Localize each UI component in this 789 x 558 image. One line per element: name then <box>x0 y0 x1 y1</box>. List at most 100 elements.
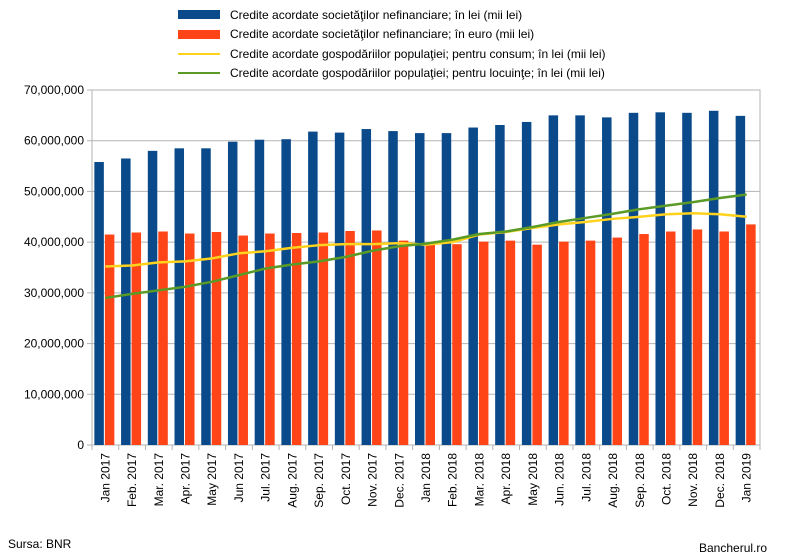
x-tick-label: Jun 2017 <box>232 453 246 503</box>
y-tick-label: 70,000,000 <box>24 83 84 97</box>
bar-lei <box>495 124 505 445</box>
bar-lei <box>468 127 478 446</box>
bar-lei <box>281 139 291 445</box>
legend-label: Credite acordate gospodăriilor populaţie… <box>230 66 605 81</box>
bar-lei <box>147 150 158 445</box>
legend-label: Credite acordate societăţilor nefinancia… <box>230 7 523 22</box>
bar-lei <box>388 131 398 446</box>
x-tick-label: Dec. 2017 <box>392 453 406 508</box>
legend-item-euro-companies: Credite acordate societăţilor nefinancia… <box>178 25 606 45</box>
x-tick-label: Mar. 2017 <box>152 453 166 507</box>
legend-label: Credite acordate gospodăriilor populaţie… <box>230 46 606 61</box>
bar-euro <box>131 232 142 445</box>
x-tick-label: May 2017 <box>205 453 219 506</box>
bar-euro <box>692 229 703 445</box>
line-housing-loans <box>105 193 747 300</box>
bar-euro <box>211 232 222 445</box>
bar-lei <box>602 117 612 445</box>
x-tick-label: Jun. 2018 <box>553 453 567 506</box>
bar-euro <box>345 230 355 445</box>
bar-lei <box>361 129 372 446</box>
y-tick-label: 40,000,000 <box>24 235 84 249</box>
x-tick-label: Sep. 2017 <box>312 453 326 508</box>
y-tick-label: 30,000,000 <box>24 286 84 300</box>
bar-lei <box>708 110 719 446</box>
legend-swatch <box>178 29 220 39</box>
chart-legend: Credite acordate societăţilor nefinancia… <box>178 5 606 83</box>
bar-lei <box>334 132 345 445</box>
bar-euro <box>158 231 168 445</box>
x-tick-label: Nov. 2018 <box>686 453 700 507</box>
brand-label: Bancherul.ro <box>699 541 768 555</box>
x-tick-label: Aug. 2018 <box>606 453 620 508</box>
bar-euro <box>318 232 329 445</box>
legend-swatch <box>178 52 220 55</box>
x-tick-label: Oct. 2017 <box>339 453 353 505</box>
bar-euro <box>452 244 462 445</box>
y-tick-label: 10,000,000 <box>24 387 84 401</box>
bar-lei <box>415 133 425 445</box>
x-tick-label: Oct. 2018 <box>659 453 673 505</box>
bar-lei <box>521 121 532 445</box>
bar-euro <box>639 234 649 445</box>
legend-label: Credite acordate societăţilor nefinancia… <box>230 27 535 42</box>
x-tick-label: Mar. 2018 <box>472 453 486 507</box>
bar-euro <box>398 240 409 445</box>
x-tick-label: Feb. 2017 <box>125 453 139 507</box>
bar-euro <box>719 231 729 445</box>
source-note: Sursa: BNR <box>8 537 72 551</box>
x-tick-label: Apr. 2017 <box>179 453 193 505</box>
y-tick-label: 60,000,000 <box>24 134 84 148</box>
bar-euro <box>478 241 489 445</box>
bar-euro <box>665 231 676 445</box>
bar-euro <box>585 240 596 445</box>
x-tick-label: Jan 2017 <box>98 453 112 503</box>
bar-lei <box>201 148 211 446</box>
x-tick-label: May 2018 <box>526 453 540 506</box>
bar-lei <box>628 112 639 446</box>
bar-euro <box>185 233 195 445</box>
bar-euro <box>532 244 542 445</box>
bar-euro <box>559 241 569 445</box>
bar-euro <box>746 224 756 445</box>
bar-euro <box>425 244 435 445</box>
legend-swatch <box>178 10 220 20</box>
bar-euro <box>372 230 382 445</box>
y-tick-label: 50,000,000 <box>24 184 84 198</box>
bar-lei <box>735 115 746 445</box>
bar-euro <box>265 233 275 445</box>
bar-lei <box>174 148 185 446</box>
x-tick-label: Nov. 2017 <box>366 453 380 507</box>
x-tick-label: Apr. 2018 <box>499 453 513 505</box>
x-tick-label: Feb. 2018 <box>446 453 460 507</box>
y-tick-label: 20,000,000 <box>24 337 84 351</box>
bar-euro <box>104 234 115 445</box>
legend-item-lei-companies: Credite acordate societăţilor nefinancia… <box>178 5 606 25</box>
y-tick-label: 0 <box>77 438 84 452</box>
bar-lei <box>308 131 318 446</box>
x-tick-label: Jan 2018 <box>419 453 433 503</box>
legend-item-consumer-loans: Credite acordate gospodăriilor populaţie… <box>178 44 606 64</box>
bar-lei <box>94 162 104 445</box>
x-tick-label: Jul. 2017 <box>259 453 273 502</box>
bar-euro <box>238 235 248 445</box>
bar-euro <box>505 240 516 445</box>
bar-lei <box>655 112 665 446</box>
bar-lei <box>575 115 585 445</box>
bar-lei <box>548 115 559 445</box>
x-tick-label: Jan 2019 <box>740 453 754 503</box>
bar-lei <box>227 141 238 445</box>
x-tick-label: Sep. 2018 <box>633 453 647 508</box>
legend-swatch <box>178 72 220 75</box>
x-tick-label: Dec. 2018 <box>713 453 727 508</box>
x-tick-label: Aug. 2017 <box>285 453 299 508</box>
bar-lei <box>121 158 131 445</box>
bar-lei <box>441 133 452 445</box>
bar-euro <box>291 233 302 445</box>
bar-lei <box>682 112 692 446</box>
bar-euro <box>612 237 623 445</box>
x-tick-label: Jul. 2018 <box>579 453 593 502</box>
legend-item-housing-loans: Credite acordate gospodăriilor populaţie… <box>178 64 606 84</box>
bar-lei <box>254 139 265 445</box>
